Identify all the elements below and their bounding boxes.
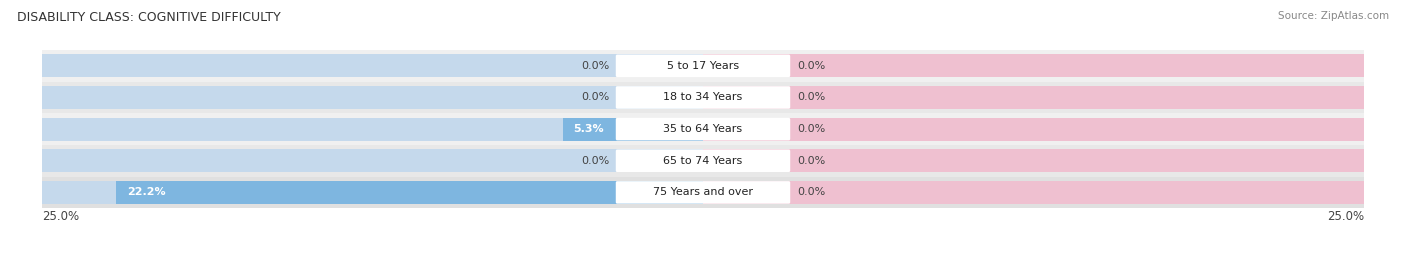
- Bar: [703, 118, 1364, 140]
- FancyBboxPatch shape: [616, 150, 790, 172]
- Bar: [703, 54, 1364, 77]
- Text: 5 to 17 Years: 5 to 17 Years: [666, 61, 740, 71]
- FancyBboxPatch shape: [616, 181, 790, 204]
- Bar: [42, 145, 1364, 176]
- Text: 0.0%: 0.0%: [581, 156, 609, 166]
- Text: 25.0%: 25.0%: [42, 210, 79, 223]
- Text: 65 to 74 Years: 65 to 74 Years: [664, 156, 742, 166]
- Bar: [703, 149, 1364, 172]
- Text: 0.0%: 0.0%: [797, 156, 825, 166]
- Bar: [42, 181, 703, 204]
- Bar: [703, 86, 1364, 109]
- Bar: [42, 82, 1364, 113]
- Text: 25.0%: 25.0%: [1327, 210, 1364, 223]
- Text: 0.0%: 0.0%: [797, 124, 825, 134]
- Text: 0.0%: 0.0%: [581, 61, 609, 71]
- Text: 0.0%: 0.0%: [581, 93, 609, 102]
- Text: DISABILITY CLASS: COGNITIVE DIFFICULTY: DISABILITY CLASS: COGNITIVE DIFFICULTY: [17, 11, 281, 24]
- Bar: [42, 113, 1364, 145]
- Text: Source: ZipAtlas.com: Source: ZipAtlas.com: [1278, 11, 1389, 21]
- Text: 0.0%: 0.0%: [797, 187, 825, 197]
- Bar: [562, 118, 703, 140]
- Bar: [117, 181, 703, 204]
- Bar: [42, 118, 703, 140]
- Text: 0.0%: 0.0%: [797, 93, 825, 102]
- Text: 35 to 64 Years: 35 to 64 Years: [664, 124, 742, 134]
- Text: 0.0%: 0.0%: [797, 61, 825, 71]
- FancyBboxPatch shape: [616, 118, 790, 140]
- Text: 75 Years and over: 75 Years and over: [652, 187, 754, 197]
- Bar: [42, 176, 1364, 208]
- Bar: [42, 50, 1364, 82]
- Bar: [42, 149, 703, 172]
- Bar: [42, 54, 703, 77]
- Text: 18 to 34 Years: 18 to 34 Years: [664, 93, 742, 102]
- Text: 5.3%: 5.3%: [574, 124, 605, 134]
- Bar: [42, 86, 703, 109]
- FancyBboxPatch shape: [616, 55, 790, 77]
- Bar: [703, 181, 1364, 204]
- FancyBboxPatch shape: [616, 86, 790, 109]
- Text: 22.2%: 22.2%: [127, 187, 166, 197]
